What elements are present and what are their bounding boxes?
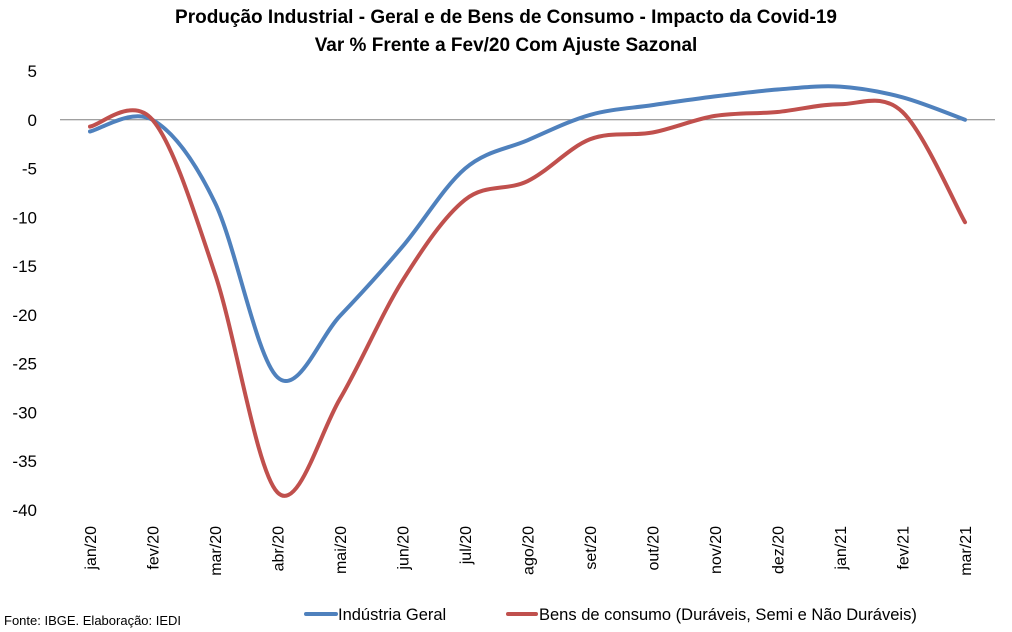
y-tick-label: -15 [12, 257, 37, 276]
x-tick-label: abr/20 [271, 526, 288, 571]
data-point [213, 201, 217, 205]
data-point [651, 131, 655, 135]
x-tick-label: set/20 [583, 526, 600, 570]
data-point [213, 272, 217, 276]
x-tick-label: mar/20 [208, 526, 225, 576]
data-point [838, 85, 842, 89]
chart-title: Produção Industrial - Geral e de Bens de… [175, 7, 837, 28]
data-point [151, 118, 155, 122]
x-tick-label: jan/21 [833, 526, 850, 571]
y-axis: 5 0 -5 -10 -15 -20 -25 -30 -35 -40 [12, 62, 37, 520]
data-point [338, 397, 342, 401]
x-tick-label: jun/20 [396, 526, 413, 571]
data-point [651, 103, 655, 107]
data-point [401, 245, 405, 249]
data-point [276, 375, 280, 379]
chart-subtitle: Var % Frente a Fev/20 Com Ajuste Sazonal [315, 35, 698, 56]
data-point [776, 110, 780, 114]
data-point [88, 130, 92, 134]
data-point [588, 113, 592, 117]
data-point [338, 314, 342, 318]
y-tick-label: -20 [12, 306, 37, 325]
data-point [901, 95, 905, 99]
x-tick-label: ago/20 [521, 526, 538, 575]
legend-label-industria-geral: Indústria Geral [338, 606, 446, 624]
y-tick-label: 5 [28, 62, 37, 81]
x-tick-label: fev/20 [146, 526, 163, 570]
data-point [713, 94, 717, 98]
y-tick-label: -40 [12, 501, 37, 520]
y-tick-label: -5 [22, 160, 37, 179]
data-point [526, 138, 530, 142]
data-point [713, 114, 717, 118]
series-group [88, 84, 967, 498]
data-point [463, 198, 467, 202]
data-point [963, 118, 967, 122]
y-tick-label: 0 [28, 111, 37, 130]
data-point [526, 179, 530, 183]
y-tick-label: -35 [12, 452, 37, 471]
x-tick-label: fev/21 [896, 526, 913, 570]
x-tick-label: jan/20 [83, 526, 100, 571]
data-point [88, 125, 92, 129]
legend-label-bens-de-consumo: Bens de consumo (Duráveis, Semi e Não Du… [539, 606, 917, 624]
series-line-bens-de-consumo [88, 98, 967, 498]
y-tick-label: -10 [12, 208, 37, 227]
series-line-industria-geral [88, 84, 967, 383]
x-tick-label: out/20 [646, 526, 663, 571]
y-tick-label: -30 [12, 403, 37, 422]
data-point [963, 220, 967, 224]
y-tick-label: -25 [12, 355, 37, 374]
x-tick-label: nov/20 [708, 526, 725, 574]
data-point [776, 88, 780, 92]
data-point [901, 110, 905, 114]
data-point [463, 167, 467, 171]
data-point [401, 279, 405, 283]
x-tick-label: jul/20 [458, 526, 475, 565]
data-point [588, 137, 592, 141]
x-axis: jan/20 fev/20 mar/20 abr/20 mai/20 jun/20 jul/… [83, 526, 975, 576]
data-point [276, 490, 280, 494]
legend: Indústria Geral Bens de consumo (Durávei… [304, 606, 917, 624]
source-note: Fonte: IBGE. Elaboração: IEDI [4, 613, 181, 628]
x-tick-label: dez/20 [771, 526, 788, 574]
data-point [838, 102, 842, 106]
x-tick-label: mai/20 [333, 526, 350, 574]
x-tick-label: mar/21 [958, 526, 975, 576]
